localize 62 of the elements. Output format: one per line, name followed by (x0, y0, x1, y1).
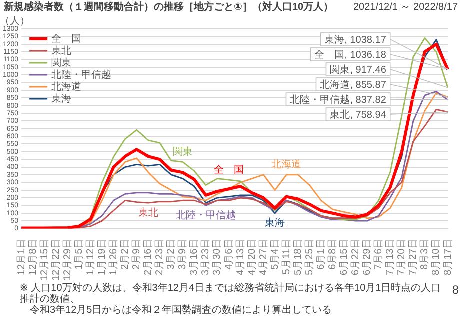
x-tick-label: 1月19日 (97, 238, 108, 276)
chart-subtitle: 2021/12/1 ～ 2022/8/17 (353, 1, 458, 14)
annotation: 東北 (138, 206, 158, 219)
x-tick-label: 12月1日 (16, 238, 28, 276)
x-tick-label: 4月27日 (258, 238, 270, 276)
annotation: 東北, 758.94 (330, 108, 387, 121)
x-tick-label: 3月16日 (189, 238, 200, 276)
x-tick-label: 4月13日 (235, 238, 246, 276)
x-tick-label: 7月13日 (385, 238, 396, 276)
legend-label: 関東 (52, 56, 72, 69)
x-tick-label: 7月20日 (396, 238, 408, 276)
x-tick-label: 5月4日 (270, 238, 281, 270)
x-tick-label: 3月9日 (178, 238, 189, 270)
annotation: 全 国 (214, 164, 244, 176)
annotation: 北陸・甲信越, 837.82 (290, 94, 387, 106)
x-tick-label: 7月6日 (374, 238, 385, 270)
x-tick-label: 3月2日 (166, 238, 178, 270)
annotation: 東海, 1038.17 (324, 34, 387, 46)
x-tick-label: 8月10日 (431, 238, 442, 276)
x-tick-label: 2月9日 (132, 238, 143, 270)
legend-label: 北海道 (52, 80, 82, 93)
legend-label: 東北 (52, 44, 72, 57)
text: 令和3年12月5日からは令和２年国勢調査の数値により算出している (29, 305, 334, 316)
x-tick-label: 1月5日 (74, 238, 85, 270)
x-tick-label: 5月18日 (292, 238, 304, 276)
x-tick-label: 2月16日 (143, 238, 154, 276)
x-tick-label: 8月17日 (442, 238, 454, 276)
x-tick-label: 6月15日 (339, 238, 350, 276)
x-tick-label: 12月22日 (50, 238, 62, 282)
annotation: 北海道, 855.87 (320, 78, 387, 91)
x-tick-label: 12月15日 (39, 238, 50, 282)
x-tick-label: 1月26日 (108, 238, 120, 276)
text: 8 (452, 283, 459, 297)
x-tick-label: 12月8日 (28, 238, 39, 276)
x-tick-label: 6月1日 (316, 238, 327, 270)
chart-title: 新規感染者数（１週間移動合計）の推移［地方ごと①］（対人口10万人） (4, 0, 334, 14)
annotation: 関東, 917.46 (330, 64, 387, 76)
legend-label: 北陸・甲信越 (52, 68, 112, 81)
annotation: 北陸・甲信越 (176, 209, 236, 222)
y-axis-title: （人） (0, 16, 30, 27)
x-tick-label: 7月27日 (408, 238, 420, 276)
x-tick-label: 5月25日 (304, 238, 316, 276)
x-tick-label: 12月29日 (62, 238, 74, 282)
legend-label: 東海 (52, 92, 72, 105)
legend-label: 全 国 (52, 32, 82, 45)
x-tick-label: 4月20日 (246, 238, 258, 276)
annotation: 東海 (265, 217, 286, 230)
x-tick-label: 3月23日 (200, 238, 212, 276)
annotation: 北海道 (272, 158, 302, 171)
x-tick-label: 2月23日 (154, 238, 166, 276)
x-tick-label: 8月3日 (420, 238, 431, 270)
annotation: 関東 (172, 146, 193, 158)
x-tick-label: 6月29日 (362, 238, 374, 276)
x-tick-label: 2月2日 (120, 238, 132, 270)
x-tick-label: 3月30日 (212, 238, 224, 276)
text: ※ 人口10万対の人数は、令和3年12月4日までは総務省統計局における各年10月1日時点の人口推計の数値、 (20, 283, 442, 305)
x-tick-label: 6月22日 (350, 238, 362, 276)
x-tick-label: 1月12日 (85, 238, 96, 276)
x-tick-label: 5月11日 (281, 238, 292, 275)
x-tick-label: 6月8日 (328, 238, 338, 270)
x-tick-label: 4月6日 (224, 238, 235, 270)
annotation: 全 国, 1036.18 (314, 48, 387, 61)
